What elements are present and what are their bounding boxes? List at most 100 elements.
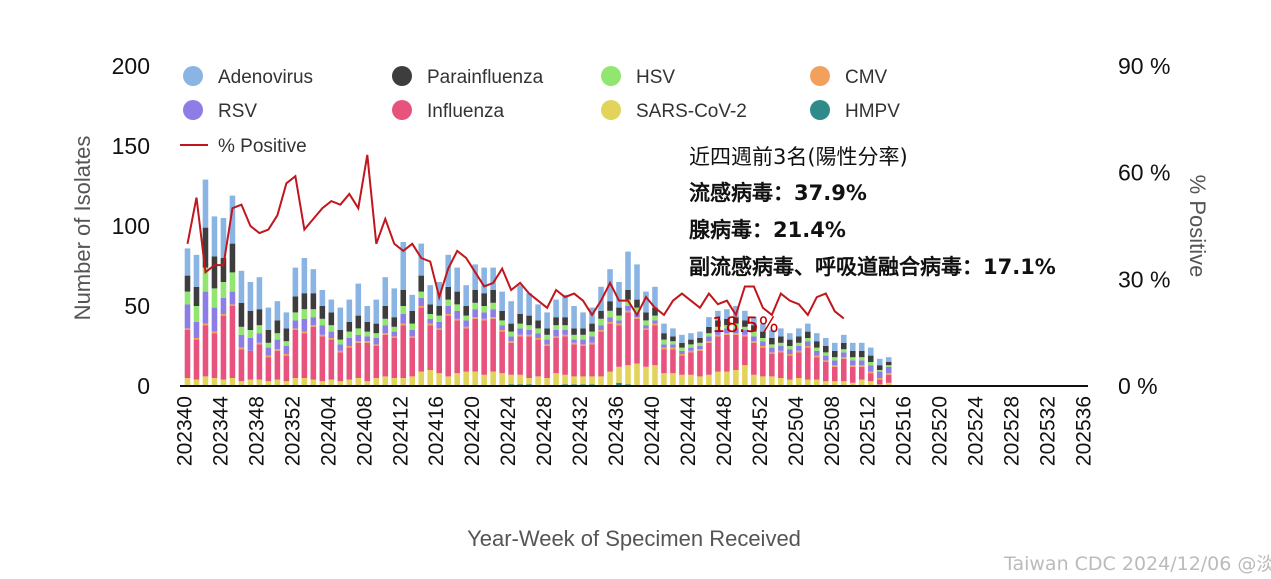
bar-segment-cmv-61: [733, 333, 739, 335]
bar-segment-sars-cov-2-4: [220, 379, 227, 386]
bar-segment-parainfluenza-39: [535, 320, 541, 329]
bar-segment-influenza-55: [679, 355, 685, 375]
bar-segment-adenovirus-6: [238, 270, 245, 303]
bar-segment-adenovirus-34: [490, 267, 496, 290]
bar-segment-parainfluenza-14: [310, 293, 317, 310]
bar-segment-sars-cov-2-36: [508, 374, 514, 385]
bar-segment-cmv-23: [391, 336, 398, 338]
bar-segment-cmv-27: [427, 323, 434, 326]
bar-segment-adenovirus-59: [715, 310, 721, 321]
bar-segment-hsv-74: [849, 357, 856, 361]
bar-segment-cmv-65: [769, 352, 775, 354]
bar-segment-hsv-66: [778, 342, 784, 346]
bar-segment-influenza-56: [688, 352, 694, 375]
bar-segment-hsv-78: [885, 365, 892, 367]
x-tick-label: 202532: [1037, 396, 1060, 466]
bar-segment-rsv-0: [184, 304, 191, 329]
bar-segment-cmv-39: [535, 338, 541, 340]
bar-segment-rsv-73: [840, 352, 847, 358]
bar-segment-rsv-45: [589, 336, 595, 343]
bar-segment-parainfluenza-4: [220, 258, 227, 282]
bar-segment-parainfluenza-20: [364, 322, 371, 332]
bar-segment-cmv-26: [418, 306, 425, 308]
annotation-adenovirus: 腺病毒：21.4%: [689, 218, 846, 242]
bar-segment-hsv-25: [409, 323, 416, 330]
bar-segment-sars-cov-2-49: [625, 365, 631, 385]
bar-segment-cmv-52: [652, 323, 658, 326]
bar-segment-cmv-41: [553, 336, 559, 338]
bar-segment-cmv-55: [679, 354, 685, 356]
bar-segment-adenovirus-69: [805, 323, 811, 332]
bar-segment-cmv-47: [607, 322, 613, 324]
bar-segment-parainfluenza-76: [867, 355, 874, 362]
bar-segment-influenza-30: [454, 320, 460, 374]
bar-segment-hsv-61: [733, 323, 739, 329]
bar-segment-cmv-62: [742, 334, 748, 337]
bar-segment-adenovirus-71: [823, 338, 829, 346]
bar-segment-adenovirus-63: [751, 317, 757, 326]
y-tick-label: 0: [137, 373, 150, 399]
bar-segment-influenza-70: [814, 357, 820, 380]
x-axis-title: Year-Week of Specimen Received: [467, 526, 801, 551]
bar-segment-rsv-28: [436, 322, 442, 329]
legend-label: HMPV: [845, 101, 900, 122]
bar-segment-hsv-76: [867, 362, 874, 366]
bar-segment-parainfluenza-52: [652, 307, 658, 316]
bar-segment-adenovirus-37: [517, 285, 523, 314]
bar-segment-sars-cov-2-78: [885, 382, 892, 386]
legend-label: Parainfluenza: [427, 67, 544, 88]
bar-segment-parainfluenza-33: [481, 293, 487, 306]
x-tick-label: 202440: [641, 396, 664, 466]
bar-segment-parainfluenza-42: [562, 317, 568, 326]
bar-segment-sars-cov-2-22: [382, 376, 389, 386]
bar-segment-influenza-42: [562, 336, 568, 375]
bar-segment-parainfluenza-15: [319, 306, 326, 319]
x-tick-label: 202340: [174, 396, 197, 466]
bar-segment-influenza-50: [634, 318, 640, 364]
bar-segment-adenovirus-23: [391, 288, 398, 318]
bar-segment-hsv-63: [751, 331, 757, 337]
bar-segment-cmv-0: [184, 328, 191, 330]
bar-segment-hsv-30: [454, 304, 460, 311]
bar-segment-sars-cov-2-3: [211, 378, 218, 386]
bar-segment-sars-cov-2-41: [553, 373, 559, 386]
bar-segment-hsv-71: [823, 352, 829, 356]
bar-segment-adenovirus-21: [373, 299, 380, 324]
bar-segment-parainfluenza-63: [751, 325, 757, 332]
bar-segment-cmv-17: [337, 350, 344, 353]
bar-segment-rsv-77: [876, 371, 883, 378]
bar-segment-cmv-32: [472, 317, 478, 319]
bar-segment-cmv-34: [490, 317, 496, 319]
bar-segment-hsv-49: [625, 299, 631, 306]
x-tick-label: 202444: [677, 396, 700, 466]
bar-segment-hsv-8: [256, 325, 263, 334]
bar-segment-sars-cov-2-45: [589, 376, 595, 385]
bar-segment-sars-cov-2-51: [643, 366, 649, 386]
bar-segment-sars-cov-2-15: [319, 381, 326, 386]
bar-segment-adenovirus-47: [607, 269, 613, 302]
bar-segment-cmv-53: [661, 347, 667, 350]
bar-segment-cmv-57: [697, 349, 703, 351]
x-tick-label: 202452: [749, 396, 772, 466]
bar-segment-rsv-23: [391, 331, 398, 337]
bar-segment-influenza-39: [535, 339, 541, 377]
bar-segment-cmv-5: [229, 304, 236, 306]
bar-segment-hsv-56: [688, 344, 694, 348]
bar-segment-adenovirus-70: [814, 333, 820, 342]
bar-segment-influenza-23: [391, 338, 398, 378]
bar-segment-influenza-36: [508, 342, 514, 375]
bar-segment-sars-cov-2-18: [346, 379, 353, 386]
bar-segment-influenza-53: [661, 349, 667, 374]
bar-segment-cmv-45: [589, 342, 595, 345]
bar-segment-sars-cov-2-6: [238, 381, 245, 386]
bar-segment-cmv-70: [814, 355, 820, 358]
bar-segment-influenza-0: [184, 330, 191, 378]
bar-segment-rsv-72: [832, 360, 838, 366]
bar-segment-rsv-67: [787, 349, 793, 354]
legend-swatch: [810, 100, 830, 120]
bar-segment-rsv-6: [238, 334, 245, 348]
bar-segment-adenovirus-10: [274, 301, 281, 321]
bar-segment-rsv-5: [229, 291, 236, 305]
bar-segment-cmv-44: [580, 344, 586, 346]
bar-segment-adenovirus-39: [535, 304, 541, 321]
